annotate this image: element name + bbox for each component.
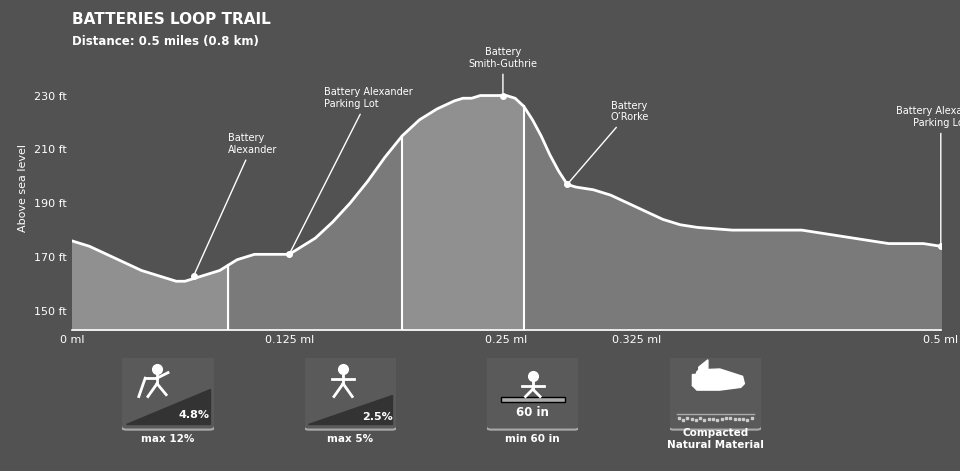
Text: Battery Alexander
Parking Lot: Battery Alexander Parking Lot — [897, 106, 960, 244]
Text: 2.5%: 2.5% — [362, 412, 394, 422]
FancyBboxPatch shape — [303, 354, 397, 430]
Text: 4.8%: 4.8% — [178, 410, 209, 420]
Text: Battery
O’Rorke: Battery O’Rorke — [569, 101, 649, 182]
Polygon shape — [308, 395, 393, 424]
FancyBboxPatch shape — [121, 354, 215, 430]
FancyBboxPatch shape — [486, 354, 580, 430]
Text: min 60 in: min 60 in — [506, 434, 560, 444]
FancyBboxPatch shape — [501, 397, 564, 402]
Text: Battery
Alexander: Battery Alexander — [195, 133, 277, 273]
Text: Compacted
Natural Material: Compacted Natural Material — [667, 428, 763, 450]
Text: Battery
Smith-Guthrie: Battery Smith-Guthrie — [468, 47, 538, 93]
Text: max 5%: max 5% — [327, 434, 373, 444]
Text: 60 in: 60 in — [516, 406, 549, 419]
Text: BATTERIES LOOP TRAIL: BATTERIES LOOP TRAIL — [72, 12, 271, 27]
Polygon shape — [692, 369, 744, 390]
Polygon shape — [126, 389, 210, 424]
Y-axis label: Above sea level: Above sea level — [18, 145, 28, 232]
Text: Distance: 0.5 miles (0.8 km): Distance: 0.5 miles (0.8 km) — [72, 35, 259, 49]
FancyBboxPatch shape — [668, 354, 762, 430]
Text: max 12%: max 12% — [141, 434, 195, 444]
Polygon shape — [692, 360, 708, 385]
Text: Battery Alexander
Parking Lot: Battery Alexander Parking Lot — [291, 88, 413, 252]
